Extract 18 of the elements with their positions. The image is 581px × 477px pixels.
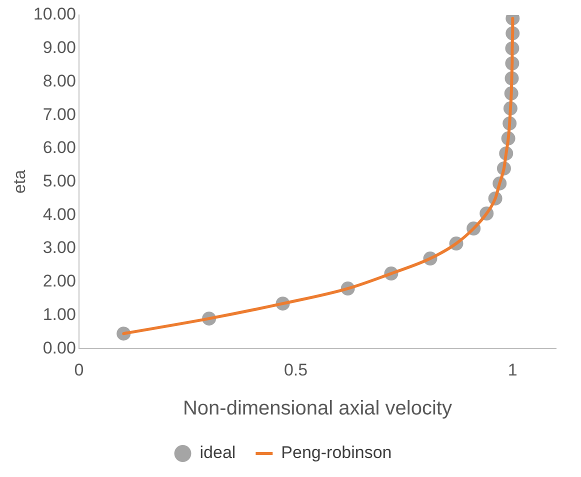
legend-label: Peng-robinson [281,443,392,462]
x-axis-title: Non-dimensional axial velocity [182,398,452,420]
y-tick-label: 8.00 [42,71,76,90]
legend-label: ideal [200,443,236,462]
y-tick-label: 5.00 [42,171,76,190]
y-tick-label: 10.00 [33,4,76,24]
x-tick-label: 0 [74,360,84,380]
y-tick-label: 9.00 [42,38,76,58]
y-tick-label: 4.00 [42,204,76,224]
x-tick-label: 0.5 [284,360,308,380]
y-tick-label: 0.00 [42,338,76,358]
y-tick-label: 2.00 [42,272,76,291]
y-tick-label: 3.00 [42,238,76,258]
y-tick-label: 6.00 [42,138,76,158]
y-tick-label: 1.00 [42,304,76,324]
y-axis-title: eta [10,169,29,194]
x-tick-label: 1 [508,360,518,380]
y-tick-label: 7.00 [42,104,76,124]
